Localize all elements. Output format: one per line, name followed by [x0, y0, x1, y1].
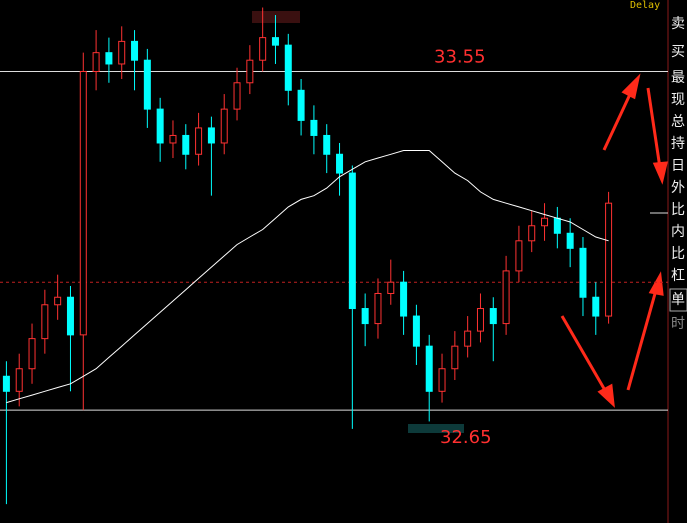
arrow: [626, 289, 658, 391]
candle-body: [246, 59, 254, 84]
arrow: [646, 87, 662, 169]
candle-body: [425, 345, 433, 392]
candle-body: [605, 202, 613, 317]
reference-label: 33.55: [434, 46, 486, 67]
moving-average: [6, 150, 609, 404]
candle-body: [323, 134, 331, 155]
candle-body: [566, 232, 574, 249]
candle-body: [195, 127, 203, 155]
candle-body: [41, 304, 49, 340]
candle-body: [105, 52, 113, 65]
candle-body: [464, 330, 472, 347]
candle-body: [79, 70, 87, 336]
candle-body: [310, 119, 318, 136]
candle-body: [233, 82, 241, 110]
candle-body: [143, 59, 151, 110]
panel-label: 买: [671, 44, 685, 60]
candle-body: [592, 296, 600, 317]
arrow-head: [648, 271, 664, 296]
panel-label: 单: [671, 292, 685, 308]
candle-body: [336, 153, 344, 174]
panel-label: 最: [671, 70, 685, 86]
arrows: [560, 73, 668, 408]
candle-body: [271, 37, 279, 46]
panel-label: 现: [671, 92, 685, 108]
candle-body: [489, 308, 497, 325]
reference-label: 32.65: [440, 427, 492, 448]
panel-label: 杠: [671, 268, 685, 284]
panel-label: 外: [671, 180, 685, 196]
candle-body: [92, 52, 100, 72]
candle-body: [348, 172, 356, 310]
candle-body: [361, 308, 369, 325]
candle-body: [476, 308, 484, 332]
candle-body: [374, 292, 382, 325]
panel-label: 比: [671, 202, 685, 218]
candle-body: [528, 225, 536, 242]
panel-label: 比: [671, 246, 685, 262]
candle-body: [15, 368, 23, 392]
panel-label: 日: [671, 158, 685, 174]
candle-body: [259, 37, 267, 61]
candle-body: [541, 217, 549, 227]
arrow: [602, 89, 634, 151]
candle-body: [207, 127, 215, 144]
arrow-head: [621, 73, 641, 100]
panel-label: 卖: [671, 16, 685, 32]
status: Delay: [630, 0, 660, 11]
candle-body: [400, 281, 408, 317]
arrow-head: [652, 161, 668, 185]
candle-body: [66, 296, 74, 336]
candle-body: [169, 134, 177, 144]
panel-label: 时: [671, 316, 685, 332]
candle-body: [131, 40, 139, 61]
panel-box: [669, 288, 687, 312]
candle-body: [515, 240, 523, 272]
candle-body: [438, 368, 446, 392]
candle-body: [54, 296, 62, 306]
candle-body: [297, 89, 305, 121]
candle-body: [156, 108, 164, 144]
candle-body: [451, 345, 459, 370]
candle-body: [579, 247, 587, 298]
arrow-head: [597, 383, 615, 408]
blurred-label: [408, 424, 464, 433]
candle-body: [220, 108, 228, 144]
candle-body: [118, 40, 126, 65]
candle-body: [553, 217, 561, 234]
panel-label: 内: [671, 224, 685, 240]
blurred-label: [252, 11, 300, 23]
panel-label: 总: [671, 114, 685, 130]
candle-body: [2, 375, 10, 392]
candle-body: [28, 338, 36, 370]
candle-body: [387, 281, 395, 294]
candle-body: [182, 134, 190, 155]
panel-label: 持: [671, 136, 685, 152]
arrow: [560, 315, 608, 393]
candle-body: [284, 44, 292, 91]
candle-body: [502, 270, 510, 325]
candle-body: [412, 315, 420, 347]
